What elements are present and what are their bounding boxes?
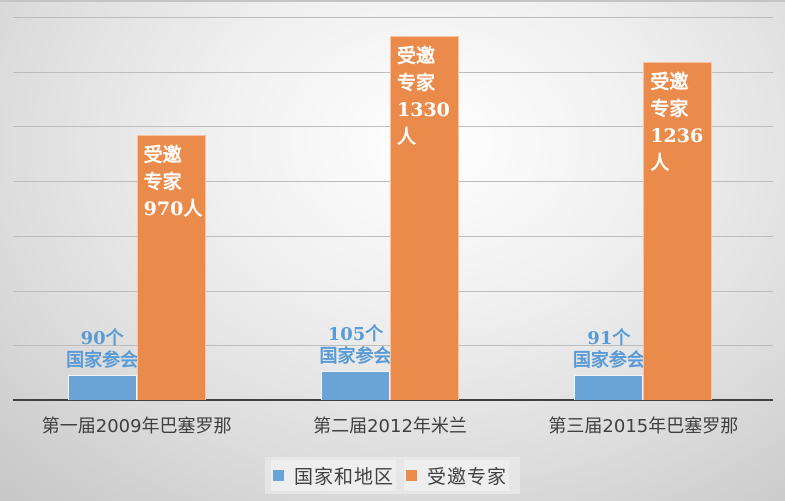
legend-label: 国家和地区 <box>294 466 395 488</box>
plot-area: 90个 国家参会 受邀 专家 970人 105个 国家参会 受邀 专家 1330人 91… <box>13 2 773 402</box>
x-axis-tick-label: 第二届2012年米兰 <box>313 416 467 437</box>
bar-countries <box>67 375 137 400</box>
bar-experts: 受邀 专家 1236人 <box>643 62 713 400</box>
legend-swatch-orange <box>406 470 418 481</box>
x-axis-line <box>13 399 773 401</box>
bar-experts: 受邀 专家 1330人 <box>390 36 459 400</box>
legend-label: 受邀专家 <box>427 466 508 488</box>
x-axis-tick-label: 第一届2009年巴塞罗那 <box>41 416 232 437</box>
data-label: 受邀 专家 1236人 <box>650 71 704 174</box>
gridline <box>13 17 773 18</box>
bar-countries <box>321 371 390 400</box>
data-label: 90个 国家参会 <box>66 328 139 371</box>
legend: 国家和地区 受邀专家 <box>265 457 520 494</box>
legend-item-countries: 国家和地区 <box>271 460 397 491</box>
data-label: 105个 国家参会 <box>319 324 392 367</box>
legend-swatch-blue <box>273 470 284 481</box>
bar-experts: 受邀 专家 970人 <box>136 135 206 400</box>
bar-countries <box>574 375 644 400</box>
data-label: 受邀 专家 1330人 <box>397 45 450 148</box>
legend-item-experts: 受邀专家 <box>404 460 510 491</box>
data-label: 受邀 专家 970人 <box>143 144 203 220</box>
data-label: 91个 国家参会 <box>572 328 645 371</box>
x-axis-tick-label: 第三届2015年巴塞罗那 <box>548 416 739 437</box>
